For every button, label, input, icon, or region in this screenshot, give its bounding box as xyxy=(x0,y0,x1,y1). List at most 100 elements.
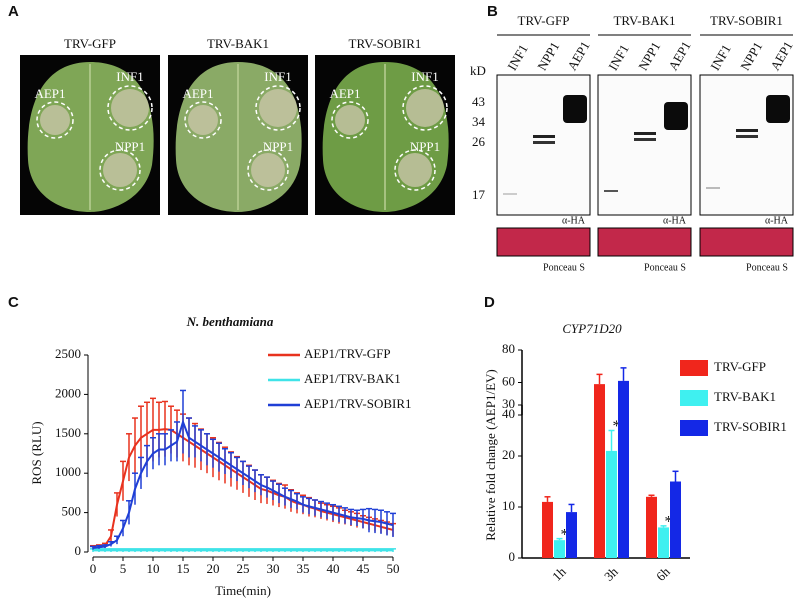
x-tick-label: 50 xyxy=(387,561,400,576)
leaf-label: NPP1 xyxy=(263,139,293,154)
band xyxy=(604,190,618,192)
leaf-label: INF1 xyxy=(116,69,143,84)
lesion-outline xyxy=(394,149,436,191)
band xyxy=(533,141,555,144)
annotation: * xyxy=(561,526,569,543)
bar xyxy=(618,380,629,415)
legend-label: TRV-BAK1 xyxy=(714,389,776,404)
bar xyxy=(554,540,565,558)
x-axis-label: Time(min) xyxy=(215,583,271,598)
band xyxy=(766,95,790,123)
band xyxy=(664,102,688,130)
chart-title: N. benthamiana xyxy=(186,314,274,329)
lesion-outline xyxy=(247,149,289,191)
y-tick-label: 0 xyxy=(509,549,516,564)
x-tick-label: 5 xyxy=(120,561,127,576)
legend-label: AEP1/TRV-BAK1 xyxy=(304,371,401,386)
bar xyxy=(542,501,553,558)
lesion-outline xyxy=(255,85,301,131)
x-tick-label: 30 xyxy=(267,561,280,576)
leaf-label: INF1 xyxy=(411,69,438,84)
leaf-label: AEP1 xyxy=(329,86,360,101)
legend-swatch xyxy=(680,360,708,376)
legend-label: TRV-SOBIR1 xyxy=(714,419,787,434)
panel-label: D xyxy=(484,294,495,311)
y-tick-label: 0 xyxy=(75,543,82,558)
y-axis-label: ROS (RLU) xyxy=(29,421,44,484)
y-tick-label: 1000 xyxy=(55,464,81,479)
lesion xyxy=(259,89,297,127)
leaf-title: TRV-BAK1 xyxy=(207,36,269,51)
legend-swatch xyxy=(680,390,708,406)
x-tick-label: 6h xyxy=(653,564,673,584)
x-tick-label: 10 xyxy=(147,561,160,576)
panel-label: C xyxy=(8,294,19,311)
x-tick-label: 1h xyxy=(549,564,569,584)
bar xyxy=(618,405,629,558)
bar xyxy=(594,384,605,415)
lesion xyxy=(188,105,218,135)
x-tick-label: 35 xyxy=(297,561,310,576)
y-axis-label: Relative fold change (AEP1/EV) xyxy=(483,369,498,540)
x-tick-label: 25 xyxy=(237,561,250,576)
lane-label: INF1 xyxy=(707,42,734,73)
y-tick-label: 60 xyxy=(502,373,515,388)
lesion xyxy=(251,153,285,187)
leaf-label: NPP1 xyxy=(410,139,440,154)
x-tick-label: 45 xyxy=(357,561,370,576)
lesion-outline xyxy=(99,149,141,191)
y-tick-label: 20 xyxy=(502,447,515,462)
legend-swatch xyxy=(680,420,708,436)
lane-label: NPP1 xyxy=(737,39,765,73)
stain-label: Ponceau S xyxy=(644,262,686,273)
legend-label: TRV-GFP xyxy=(714,359,766,374)
y-tick-label: 500 xyxy=(62,504,82,519)
y-tick-label: 80 xyxy=(502,341,515,356)
band xyxy=(736,129,758,132)
stain-label: Ponceau S xyxy=(746,262,788,273)
ponceau xyxy=(496,227,591,257)
lane-label: NPP1 xyxy=(635,39,663,73)
annotation: * xyxy=(665,514,673,531)
leaf-label: AEP1 xyxy=(182,86,213,101)
leaf-title: TRV-SOBIR1 xyxy=(349,36,422,51)
lesion xyxy=(406,89,444,127)
band xyxy=(634,132,656,135)
y-tick-label: 1500 xyxy=(55,425,81,440)
leaf-label: AEP1 xyxy=(34,86,65,101)
group-label: TRV-SOBIR1 xyxy=(710,13,783,28)
bar xyxy=(594,405,605,558)
ponceau xyxy=(699,227,794,257)
x-tick-label: 20 xyxy=(207,561,220,576)
marker-label: 26 xyxy=(472,134,486,149)
x-tick-label: 15 xyxy=(177,561,190,576)
lesion-outline xyxy=(402,85,448,131)
bar xyxy=(658,527,669,558)
lesion xyxy=(398,153,432,187)
bar xyxy=(606,450,617,558)
band xyxy=(736,135,758,138)
leaf-title: TRV-GFP xyxy=(64,36,116,51)
lane-label: INF1 xyxy=(605,42,632,73)
lesion xyxy=(335,105,365,135)
band xyxy=(503,193,517,195)
panel-label: B xyxy=(487,3,498,20)
lesion xyxy=(40,105,70,135)
annotation: * xyxy=(613,418,621,435)
band xyxy=(563,95,587,123)
y-tick-label: 40 xyxy=(502,406,515,421)
lesion-outline xyxy=(184,101,222,139)
band xyxy=(706,187,720,189)
stain-label: Ponceau S xyxy=(543,262,585,273)
band xyxy=(533,135,555,138)
chart-title: CYP71D20 xyxy=(562,321,622,336)
series-line xyxy=(92,418,394,550)
x-tick-label: 40 xyxy=(327,561,340,576)
ponceau xyxy=(597,227,692,257)
antibody-label: α-HA xyxy=(562,215,586,226)
lane-label: NPP1 xyxy=(534,39,562,73)
leaf-label: NPP1 xyxy=(115,139,145,154)
bar xyxy=(670,481,681,558)
lane-label: AEP1 xyxy=(665,39,694,73)
